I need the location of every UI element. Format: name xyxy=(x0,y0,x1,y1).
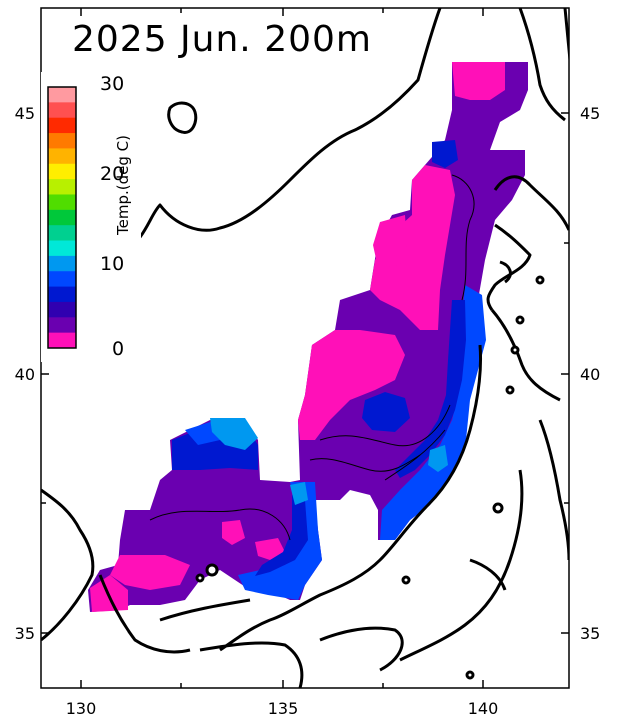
coastlines xyxy=(41,8,569,688)
pink-region-blob-a xyxy=(222,520,245,545)
navy-region-inner xyxy=(362,392,410,432)
small-island-9 xyxy=(465,670,475,680)
navy-region-north xyxy=(432,140,458,168)
colorbar xyxy=(47,86,77,349)
navy-band-west xyxy=(255,495,308,576)
small-island-5 xyxy=(515,315,525,325)
small-island-6 xyxy=(535,275,545,285)
pink-region-southwest xyxy=(110,555,190,590)
x-tick-130: 130 xyxy=(66,699,97,718)
small-island-10 xyxy=(155,694,161,700)
colorbar-swatch xyxy=(48,271,76,288)
skyblue-region-shore xyxy=(290,482,308,505)
small-island-8 xyxy=(401,575,411,585)
map-title: 2025 Jun. 200m xyxy=(72,19,372,60)
small-island-2 xyxy=(195,573,205,583)
small-island-4 xyxy=(505,385,515,395)
colorbar-tick-30: 30 xyxy=(100,73,124,95)
colorbar-swatch xyxy=(48,332,76,349)
small-island-3 xyxy=(510,345,520,355)
colorbar-swatch xyxy=(48,133,76,149)
contour-lines xyxy=(149,174,475,541)
colorbar-swatch xyxy=(48,179,76,195)
colorbar-swatch xyxy=(48,225,76,242)
temperature-field xyxy=(88,62,528,612)
y-tick-left-40: 40 xyxy=(15,365,35,384)
colorbar-label: Temp.(deg C) xyxy=(114,135,132,236)
colorbar-swatch xyxy=(48,209,76,226)
colorbar-tick-20: 20 xyxy=(100,163,124,185)
colorbar-tick-0: 0 xyxy=(112,338,124,360)
y-tick-left-35: 35 xyxy=(15,624,35,643)
pink-region-west-bank xyxy=(298,330,405,440)
colorbar-swatch xyxy=(48,240,76,257)
colorbar-swatch xyxy=(48,301,76,318)
colorbar-swatch xyxy=(48,317,76,334)
blue-band-east xyxy=(380,285,486,540)
colorbar-swatch xyxy=(48,255,76,272)
small-island-7 xyxy=(492,502,504,514)
colorbar-swatch xyxy=(48,102,76,119)
colorbar-swatch xyxy=(48,286,76,303)
islands xyxy=(155,101,545,700)
x-tick-140: 140 xyxy=(468,699,499,718)
small-island-1 xyxy=(205,563,219,577)
x-tick-135: 135 xyxy=(268,699,299,718)
y-tick-right-40: 40 xyxy=(580,365,600,384)
map-area xyxy=(41,8,569,700)
pink-region-central xyxy=(370,165,455,330)
pink-region-north xyxy=(452,62,505,100)
pink-region-blob-b xyxy=(255,538,285,560)
skyblue-region-northwest xyxy=(210,418,258,450)
skyblue-region-bay xyxy=(428,445,448,472)
colorbar-swatch xyxy=(48,117,76,134)
colorbar-swatch xyxy=(48,148,76,165)
y-tick-left-45: 45 xyxy=(15,104,35,123)
colorbar-swatch xyxy=(48,194,76,211)
colorbar-tick-10: 10 xyxy=(100,253,124,275)
pink-region-small xyxy=(373,215,407,268)
lake-island xyxy=(167,101,198,134)
navy-band-east xyxy=(395,300,466,478)
colorbar-frame xyxy=(47,86,77,349)
y-tick-right-35: 35 xyxy=(580,624,600,643)
y-tick-right-45: 45 xyxy=(580,104,600,123)
colorbar-swatch xyxy=(48,87,76,103)
colorbar-swatch xyxy=(48,163,76,180)
